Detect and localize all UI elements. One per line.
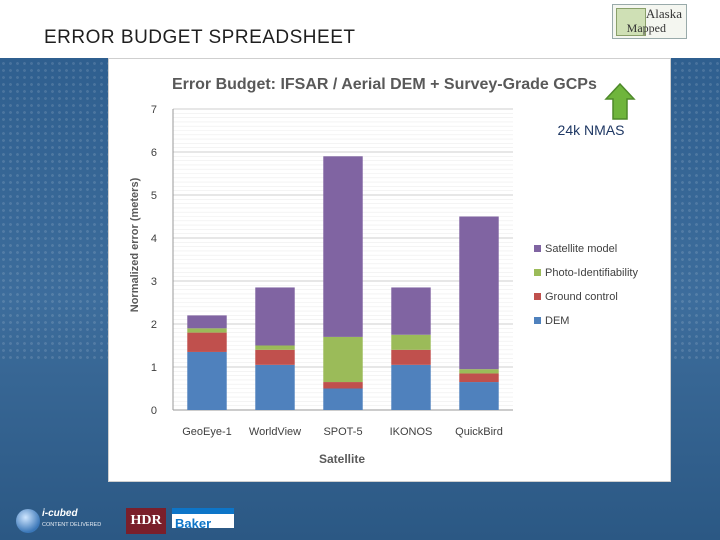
y-tick-label: 3 bbox=[151, 276, 157, 288]
slide-header bbox=[0, 0, 720, 56]
chart-panel: Error Budget: IFSAR / Aerial DEM + Surve… bbox=[108, 58, 671, 482]
i-cubed-logo: i-cubed CONTENT DELIVERED bbox=[16, 508, 106, 534]
bar-segment bbox=[323, 156, 363, 337]
x-tick-label: GeoEye-1 bbox=[182, 426, 232, 438]
bar-stacks bbox=[187, 156, 499, 410]
legend-swatch bbox=[534, 269, 541, 276]
y-tick-label: 2 bbox=[151, 319, 157, 331]
logo-text-mapped: Mapped bbox=[626, 21, 666, 35]
bar-segment bbox=[187, 315, 227, 329]
bar-segment bbox=[459, 216, 499, 370]
error-budget-chart: Error Budget: IFSAR / Aerial DEM + Surve… bbox=[129, 76, 638, 466]
alaska-mapped-logo: Alaska Mapped bbox=[612, 4, 687, 39]
bar-segment bbox=[255, 287, 295, 346]
nmas-annotation: 24k NMAS bbox=[558, 82, 636, 138]
bar-segment bbox=[391, 349, 431, 365]
y-tick-label: 4 bbox=[151, 233, 157, 245]
bar-segment bbox=[391, 334, 431, 350]
y-tick-label: 0 bbox=[151, 405, 157, 417]
slide-title: ERROR BUDGET SPREADSHEET bbox=[44, 27, 356, 48]
i-cubed-tagline: CONTENT DELIVERED bbox=[42, 522, 102, 528]
legend-label: Satellite model bbox=[545, 243, 617, 255]
bar-segment bbox=[323, 388, 363, 410]
x-tick-label: QuickBird bbox=[455, 426, 503, 438]
bar-segment bbox=[459, 369, 499, 374]
x-tick-label: SPOT-5 bbox=[323, 426, 362, 438]
legend-label: Photo-Identifiability bbox=[545, 267, 638, 279]
legend-swatch bbox=[534, 317, 541, 324]
bar-segment bbox=[459, 382, 499, 410]
bar-segment bbox=[187, 332, 227, 352]
bar-segment bbox=[391, 287, 431, 335]
bar-segment bbox=[391, 364, 431, 410]
bar-segment bbox=[323, 382, 363, 389]
legend-swatch bbox=[534, 293, 541, 300]
bar-segment bbox=[323, 336, 363, 383]
y-axis-label: Normalized error (meters) bbox=[129, 177, 141, 312]
legend-label: DEM bbox=[545, 315, 569, 327]
map-grid-icon bbox=[616, 8, 646, 36]
legend-swatch bbox=[534, 245, 541, 252]
x-axis-label: Satellite bbox=[319, 452, 365, 466]
x-tick-label: WorldView bbox=[249, 426, 301, 438]
y-tick-label: 7 bbox=[151, 104, 157, 116]
baker-logo: Baker bbox=[172, 508, 234, 531]
y-tick-labels: 0 1 2 3 4 5 6 7 bbox=[151, 104, 157, 417]
legend-label: Ground control bbox=[545, 291, 618, 303]
nmas-label: 24k NMAS bbox=[558, 122, 625, 138]
y-tick-label: 5 bbox=[151, 190, 157, 202]
i-cubed-name: i-cubed bbox=[42, 508, 78, 519]
chart-title: Error Budget: IFSAR / Aerial DEM + Surve… bbox=[172, 76, 597, 93]
bar-segment bbox=[255, 349, 295, 365]
globe-icon bbox=[16, 509, 40, 533]
logo-text-alaska: Alaska bbox=[645, 6, 682, 21]
legend: Satellite model Photo-Identifiability Grou… bbox=[534, 243, 638, 327]
up-arrow-icon bbox=[604, 82, 636, 120]
bar-segment bbox=[459, 373, 499, 383]
y-tick-label: 6 bbox=[151, 147, 157, 159]
bar-segment bbox=[187, 351, 227, 410]
y-tick-label: 1 bbox=[151, 362, 157, 374]
hdr-logo: HDR bbox=[126, 508, 166, 534]
x-tick-label: IKONOS bbox=[390, 426, 433, 438]
x-tick-labels: GeoEye-1 WorldView SPOT-5 IKONOS QuickBird bbox=[182, 426, 503, 438]
bar-segment bbox=[187, 328, 227, 333]
bar-segment bbox=[255, 345, 295, 350]
bar-segment bbox=[255, 364, 295, 410]
